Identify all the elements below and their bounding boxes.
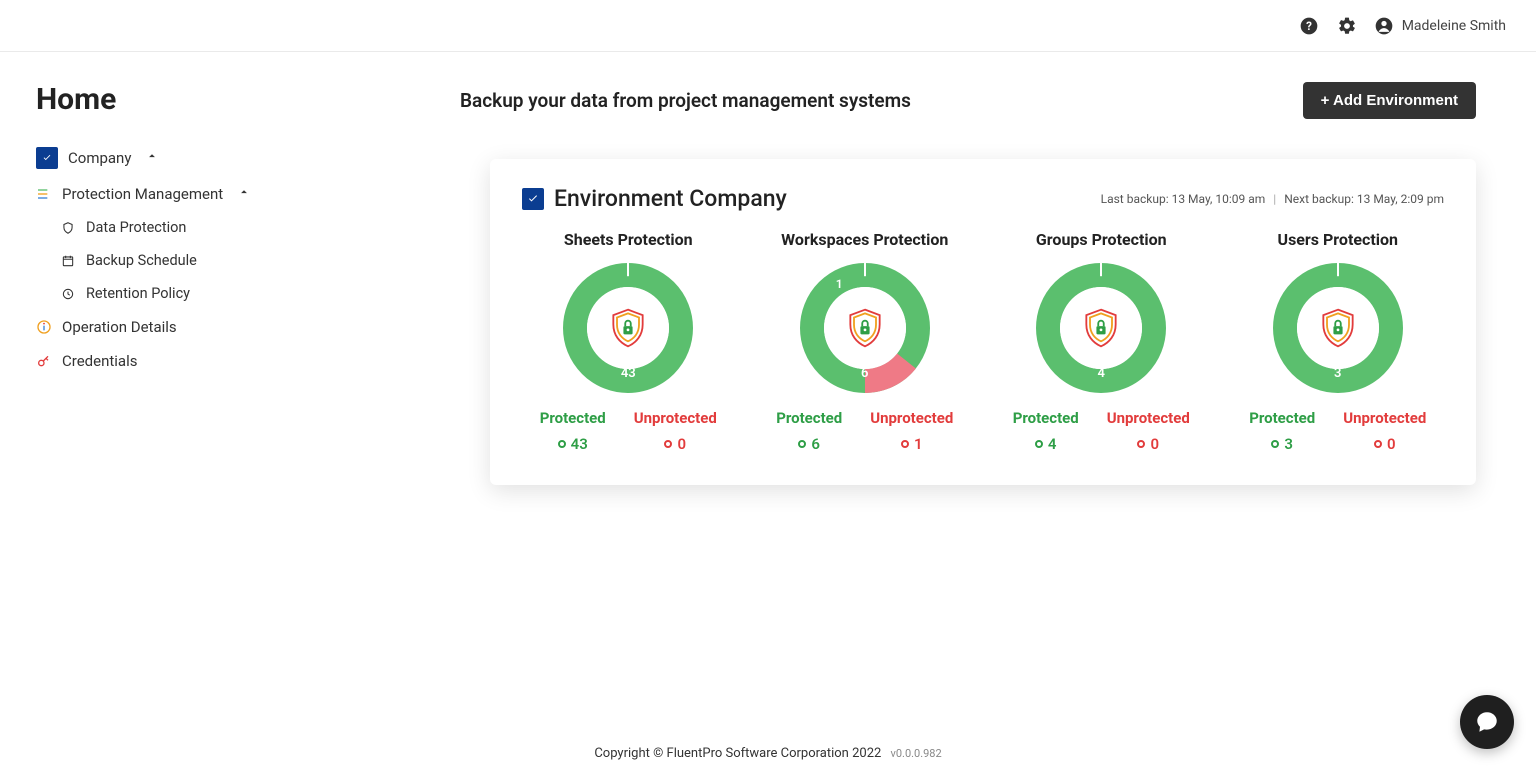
protected-value: 43 (558, 435, 588, 453)
unprotected-label: Unprotected (1107, 409, 1190, 427)
sidebar-item-retention-policy[interactable]: Retention Policy (36, 277, 410, 310)
footer: Copyright © FluentPro Software Corporati… (0, 746, 1536, 761)
protected-label: Protected (1249, 409, 1315, 427)
chat-icon (1474, 709, 1500, 735)
sidebar-label: Retention Policy (86, 285, 190, 302)
sidebar-item-data-protection[interactable]: Data Protection (36, 211, 410, 244)
unprotected-label: Unprotected (634, 409, 717, 427)
shield-lock-icon (1316, 306, 1360, 350)
shield-lock-icon (606, 306, 650, 350)
sidebar-label: Data Protection (86, 219, 186, 236)
environment-card: Environment Company Last backup: 13 May,… (490, 159, 1476, 485)
shield-lock-icon (843, 306, 887, 350)
protection-donut: Sheets Protection 43 Protected 43 Unprot… (522, 230, 735, 453)
protection-donut: Users Protection 3 Protected 3 Unprotect… (1232, 230, 1445, 453)
donut-protected-count: 43 (563, 366, 693, 381)
unprotected-value: 0 (664, 435, 686, 453)
user-menu[interactable]: Madeleine Smith (1374, 16, 1506, 36)
sidebar-label: Company (68, 149, 131, 167)
donut-protected-count: 4 (1036, 366, 1166, 381)
card-meta: Last backup: 13 May, 10:09 am | Next bac… (1101, 192, 1444, 206)
donut-protected-count: 3 (1273, 366, 1403, 381)
chat-widget[interactable] (1460, 695, 1514, 749)
list-icon (36, 186, 52, 202)
sidebar-item-operation-details[interactable]: Operation Details (36, 310, 410, 344)
footer-version: v0.0.0.982 (891, 747, 942, 760)
protected-value: 3 (1271, 435, 1293, 453)
sidebar-label: Backup Schedule (86, 252, 197, 269)
next-backup-label: Next backup: 13 May, 2:09 pm (1284, 192, 1444, 206)
gear-icon[interactable] (1336, 15, 1358, 37)
company-icon (36, 147, 58, 169)
protected-label: Protected (540, 409, 606, 427)
calendar-icon (60, 253, 76, 269)
footer-copyright: Copyright © FluentPro Software Corporati… (594, 746, 881, 761)
unprotected-label: Unprotected (870, 409, 953, 427)
donut-title: Workspaces Protection (759, 230, 972, 249)
page-subtitle: Backup your data from project management… (460, 89, 911, 112)
unprotected-value: 1 (901, 435, 923, 453)
last-backup-label: Last backup: 13 May, 10:09 am (1101, 192, 1266, 206)
protected-label: Protected (776, 409, 842, 427)
page-title: Home (36, 82, 410, 117)
clock-icon (60, 286, 76, 302)
protected-value: 6 (798, 435, 820, 453)
company-icon (522, 188, 544, 210)
shield-lock-icon (1079, 306, 1123, 350)
chevron-up-icon (145, 149, 159, 167)
info-icon (36, 319, 52, 335)
main-content: Backup your data from project management… (430, 52, 1536, 485)
donut-protected-count: 6 (800, 366, 930, 381)
key-icon (36, 353, 52, 369)
donut-title: Users Protection (1232, 230, 1445, 249)
sidebar-label: Protection Management (62, 185, 223, 203)
topbar: ? Madeleine Smith (0, 0, 1536, 52)
help-icon[interactable]: ? (1298, 15, 1320, 37)
sidebar: Home Company Protection Management Data (0, 52, 430, 485)
card-title: Environment Company (554, 185, 787, 212)
protected-value: 4 (1035, 435, 1057, 453)
shield-icon (60, 220, 76, 236)
unprotected-value: 0 (1374, 435, 1396, 453)
user-name: Madeleine Smith (1402, 18, 1506, 34)
protection-donut: Groups Protection 4 Protected 4 Unprotec… (995, 230, 1208, 453)
svg-text:?: ? (1306, 19, 1312, 33)
donut-title: Groups Protection (995, 230, 1208, 249)
donut-title: Sheets Protection (522, 230, 735, 249)
sidebar-item-company[interactable]: Company (36, 139, 410, 177)
unprotected-value: 0 (1137, 435, 1159, 453)
unprotected-label: Unprotected (1343, 409, 1426, 427)
chevron-up-icon (237, 185, 251, 203)
protection-donut: Workspaces Protection 6 1 Protected 6 Un… (759, 230, 972, 453)
sidebar-item-credentials[interactable]: Credentials (36, 344, 410, 378)
protected-label: Protected (1013, 409, 1079, 427)
user-avatar-icon (1374, 16, 1394, 36)
sidebar-label: Credentials (62, 352, 137, 370)
sidebar-item-backup-schedule[interactable]: Backup Schedule (36, 244, 410, 277)
sidebar-label: Operation Details (62, 318, 177, 336)
sidebar-item-protection-management[interactable]: Protection Management (36, 177, 410, 211)
add-environment-button[interactable]: + Add Environment (1303, 82, 1476, 119)
